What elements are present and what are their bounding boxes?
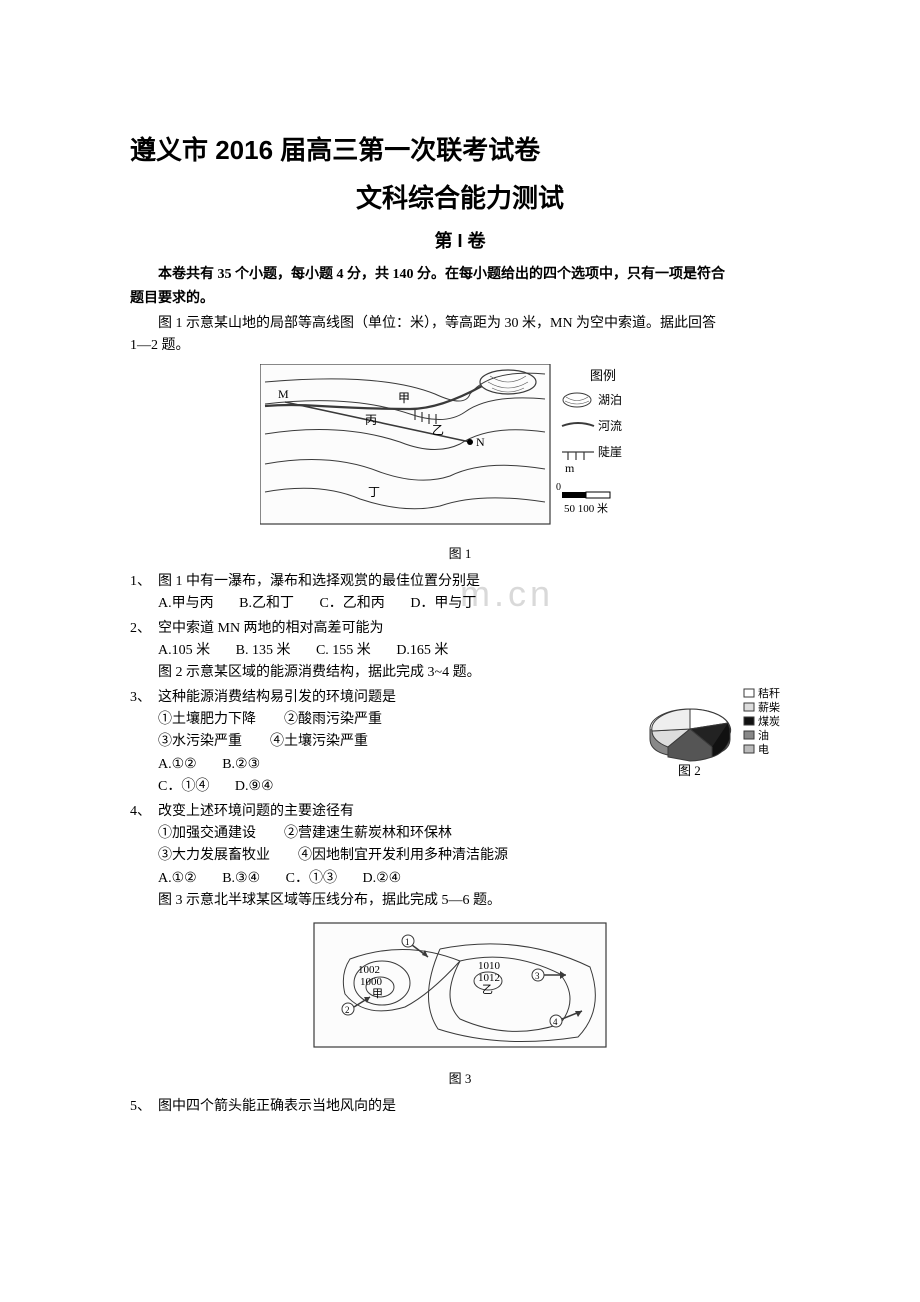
svg-text:乙: 乙 [482, 983, 493, 996]
q2-opt-a: A.105 米 [158, 643, 210, 658]
q4-line3: ③大力发展畜牧业 ④因地制宜开发利用多种清洁能源 [158, 845, 790, 867]
intro-q12: 图 1 示意某山地的局部等高线图（单位：米），等高距为 30 米，MN 为空中索… [130, 313, 790, 335]
figure-1-caption: 图 1 [130, 544, 790, 565]
q5-text: 图中四个箭头能正确表示当地风向的是 [158, 1096, 790, 1118]
q2-text: 空中索道 MN 两地的相对高差可能为 [158, 618, 790, 640]
figure-1-svg: M N 甲 丙 乙 丁 图例 湖泊 河流 m 陡崖 0 50 100 米 [260, 364, 660, 534]
q3-line3: ③水污染严重 ④土壤污染严重 [158, 731, 632, 753]
sub-title: 文科综合能力测试 [130, 178, 790, 220]
svg-text:50 100 米: 50 100 米 [564, 502, 608, 515]
q3-options-row1: A.①② B.②③ [158, 754, 632, 776]
q3-text: 这种能源消费结构易引发的环境问题是 [158, 687, 632, 709]
svg-text:煤炭: 煤炭 [758, 715, 780, 728]
figure-2-wrap: 秸秆 薪柴 煤炭 油 电 图 2 [640, 685, 790, 788]
q2-opt-c: C. 155 米 [316, 643, 371, 658]
svg-text:河流: 河流 [598, 419, 622, 433]
question-3: 3、 这种能源消费结构易引发的环境问题是 [130, 687, 632, 709]
q1-number: 1、 [130, 571, 158, 593]
svg-text:1012: 1012 [478, 972, 500, 984]
figure-2-svg: 秸秆 薪柴 煤炭 油 电 图 2 [640, 685, 790, 780]
svg-text:电: 电 [758, 743, 769, 756]
figure-3-svg: 1002 1000 甲 1010 1012 乙 1 2 3 4 [310, 919, 610, 1059]
svg-text:秸秆: 秸秆 [758, 687, 780, 700]
question-4: 4、 改变上述环境问题的主要途径有 [130, 801, 790, 823]
q2-options: A.105 米 B. 135 米 C. 155 米 D.165 米 [158, 640, 790, 662]
svg-text:丙: 丙 [365, 413, 377, 427]
q3-line2: ①土壤肥力下降 ②酸雨污染严重 [158, 709, 632, 731]
q1-opt-d: D．甲与丁 [410, 596, 476, 611]
question-1: 1、 图 1 中有一瀑布，瀑布和选择观赏的最佳位置分别是 [130, 571, 790, 593]
svg-text:0: 0 [556, 482, 561, 493]
svg-text:1010: 1010 [478, 960, 501, 972]
svg-text:2: 2 [345, 1005, 350, 1015]
q1-text: 图 1 中有一瀑布，瀑布和选择观赏的最佳位置分别是 [158, 571, 790, 593]
q4-line2: ①加强交通建设 ②营建速生薪炭林和环保林 [158, 823, 790, 845]
svg-text:薪柴: 薪柴 [758, 700, 780, 714]
svg-text:1002: 1002 [358, 964, 380, 976]
svg-text:油: 油 [758, 728, 769, 742]
q3-options-row2: C．①④ D.⑨④ [158, 776, 632, 798]
q1-opt-a: A.甲与丙 [158, 596, 214, 611]
q3-opt-c: C．①④ [158, 779, 209, 794]
intro-q12-cont: 1—2 题。 [130, 335, 790, 357]
svg-text:甲: 甲 [372, 988, 383, 1000]
q2-number: 2、 [130, 618, 158, 640]
q4-options: A.①② B.③④ C．①③ D.②④ [158, 868, 790, 890]
figure-3-wrap: 1002 1000 甲 1010 1012 乙 1 2 3 4 图 3 [130, 919, 790, 1090]
figure-1-wrap: M N 甲 丙 乙 丁 图例 湖泊 河流 m 陡崖 0 50 100 米 图 1 [130, 364, 790, 565]
q4-opt-b: B.③④ [222, 871, 260, 886]
fig1-legend-title: 图例 [590, 368, 616, 383]
svg-text:N: N [476, 435, 485, 449]
q4-opt-a: A.①② [158, 871, 197, 886]
q1-options: A.甲与丙 B.乙和丁 C．乙和丙 D．甲与丁 [158, 593, 790, 615]
q3-opt-d: D.⑨④ [235, 779, 274, 794]
q1-opt-c: C．乙和丙 [319, 596, 384, 611]
q4-opt-c: C．①③ [286, 871, 337, 886]
svg-text:乙: 乙 [432, 423, 444, 437]
svg-text:湖泊: 湖泊 [598, 392, 622, 407]
main-title: 遵义市 2016 届高三第一次联考试卷 [130, 130, 790, 172]
intro-q34: 图 2 示意某区域的能源消费结构，据此完成 3~4 题。 [158, 662, 790, 684]
svg-text:1000: 1000 [360, 976, 383, 988]
svg-text:M: M [278, 387, 289, 401]
q3-opt-b: B.②③ [222, 757, 260, 772]
svg-text:丁: 丁 [368, 485, 380, 499]
svg-text:m: m [565, 461, 575, 475]
svg-text:3: 3 [535, 971, 540, 981]
q3-opt-a: A.①② [158, 757, 197, 772]
svg-text:陡崖: 陡崖 [598, 445, 622, 459]
instructions-line1: 本卷共有 35 个小题，每小题 4 分，共 140 分。在每小题给出的四个选项中… [130, 264, 790, 286]
q4-opt-d: D.②④ [363, 871, 402, 886]
intro-q56: 图 3 示意北半球某区域等压线分布，据此完成 5—6 题。 [158, 890, 790, 912]
q2-opt-d: D.165 米 [396, 643, 448, 658]
q4-number: 4、 [130, 801, 158, 823]
section-label: 第 I 卷 [130, 227, 790, 256]
q2-opt-b: B. 135 米 [236, 643, 291, 658]
svg-text:4: 4 [553, 1017, 558, 1027]
q3-number: 3、 [130, 687, 158, 709]
svg-text:图 2: 图 2 [678, 763, 701, 778]
instructions-line2: 题目要求的。 [130, 288, 790, 310]
q5-number: 5、 [130, 1096, 158, 1118]
svg-text:1: 1 [405, 937, 410, 947]
figure-3-caption: 图 3 [130, 1069, 790, 1090]
question-5: 5、 图中四个箭头能正确表示当地风向的是 [130, 1096, 790, 1118]
question-2: 2、 空中索道 MN 两地的相对高差可能为 [130, 618, 790, 640]
q4-text: 改变上述环境问题的主要途径有 [158, 801, 790, 823]
svg-text:甲: 甲 [398, 391, 410, 405]
q1-opt-b: B.乙和丁 [239, 596, 294, 611]
